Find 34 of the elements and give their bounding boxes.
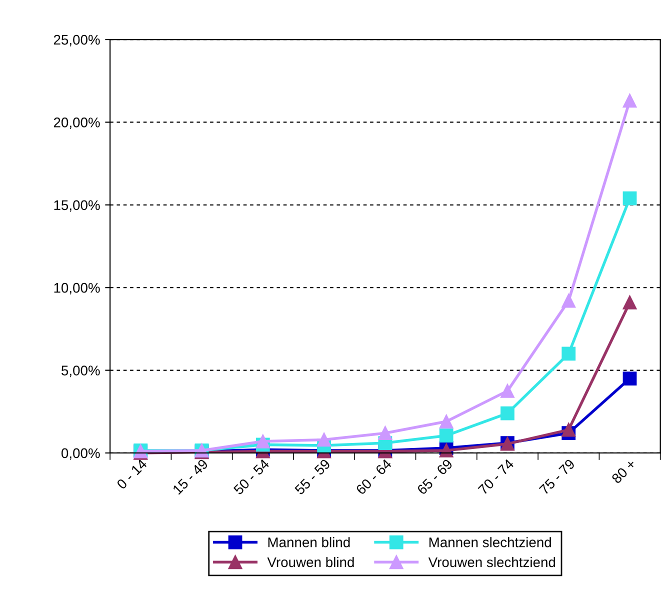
- y-tick-label: 5,00%: [62, 366, 100, 378]
- point: [439, 428, 454, 443]
- x-tick-label: 80 +: [611, 458, 636, 484]
- point: [256, 434, 270, 448]
- x-tick-label: 60 - 64: [355, 458, 392, 496]
- x-tick-label: 55 - 59: [294, 458, 331, 496]
- x-tick-label: 15 - 49: [172, 458, 209, 495]
- point: [500, 384, 514, 398]
- point: [562, 346, 576, 361]
- point: [378, 426, 392, 440]
- x-tick-label: 75 - 79: [538, 458, 576, 496]
- point: [622, 296, 637, 310]
- legend-label: Vrouwen slechtziend: [428, 556, 556, 568]
- y-tick-label: 15,00%: [54, 200, 100, 212]
- x-tick-label: 70 - 74: [478, 458, 514, 496]
- y-tick-label: 10,00%: [54, 282, 100, 294]
- x-tick-label: 50 - 54: [232, 458, 270, 496]
- point: [622, 191, 637, 206]
- point: [439, 444, 454, 458]
- point: [562, 294, 576, 308]
- point: [622, 372, 637, 386]
- point: [317, 432, 331, 447]
- point: [562, 422, 576, 437]
- y-tick-label: 0,00%: [61, 448, 100, 460]
- y-tick-label: 20,00%: [54, 118, 100, 130]
- legend-label: Vrouwen blind: [267, 556, 354, 568]
- point: [500, 406, 514, 420]
- point: [439, 414, 454, 428]
- x-tick-label: 0 - 14: [116, 458, 148, 490]
- point: [622, 94, 637, 108]
- y-tick-label: 25,00%: [54, 34, 100, 46]
- legend-label: Mannen slechtziend: [429, 537, 551, 548]
- x-tick-label: 65 - 69: [416, 458, 454, 496]
- legend-label: Mannen blind: [268, 537, 350, 548]
